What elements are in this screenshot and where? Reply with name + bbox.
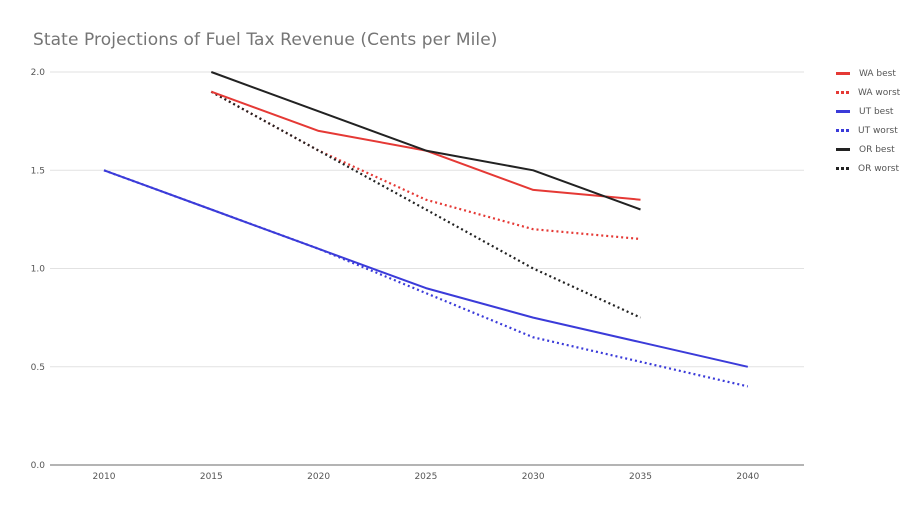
- legend-item: OR worst: [836, 159, 900, 178]
- y-tick-label: 0.5: [31, 363, 45, 373]
- series-line-or-best: [210, 71, 641, 211]
- legend-swatch: [836, 110, 850, 113]
- legend-item: UT worst: [836, 121, 900, 140]
- legend-swatch: [836, 72, 850, 75]
- legend-label: OR worst: [858, 163, 899, 174]
- y-tick-label: 1.0: [31, 265, 46, 275]
- legend-label: OR best: [859, 144, 895, 155]
- legend-swatch: [836, 129, 849, 132]
- series-line-ut-worst: [103, 169, 749, 388]
- legend: WA best WA worst UT best UT worst OR best OR …: [836, 64, 900, 178]
- x-tick-label: 2040: [736, 472, 759, 482]
- legend-label: WA worst: [858, 87, 901, 98]
- x-tick-label: 2020: [307, 472, 330, 482]
- x-tick-label: 2025: [414, 472, 437, 482]
- series-line-ut-best: [103, 169, 749, 368]
- chart-title: State Projections of Fuel Tax Revenue (C…: [33, 30, 498, 50]
- x-tick-label: 2035: [629, 472, 652, 482]
- series-line-wa-worst: [210, 90, 641, 241]
- legend-item: OR best: [836, 140, 900, 159]
- series-line-or-worst: [210, 90, 641, 319]
- legend-item: WA worst: [836, 83, 900, 102]
- legend-label: UT worst: [858, 125, 898, 136]
- legend-swatch: [836, 91, 849, 94]
- legend-label: WA best: [859, 68, 896, 79]
- y-tick-label: 2.0: [31, 68, 46, 78]
- x-tick-label: 2015: [200, 472, 223, 482]
- x-tick-label: 2010: [93, 472, 116, 482]
- legend-swatch: [836, 148, 850, 151]
- x-tick-label: 2030: [522, 472, 545, 482]
- y-tick-label: 1.5: [31, 166, 45, 176]
- series-line-wa-best: [210, 90, 641, 201]
- legend-item: UT best: [836, 102, 900, 121]
- legend-item: WA best: [836, 64, 900, 83]
- legend-label: UT best: [859, 106, 894, 117]
- y-tick-label: 0.0: [31, 461, 46, 471]
- legend-swatch: [836, 167, 849, 170]
